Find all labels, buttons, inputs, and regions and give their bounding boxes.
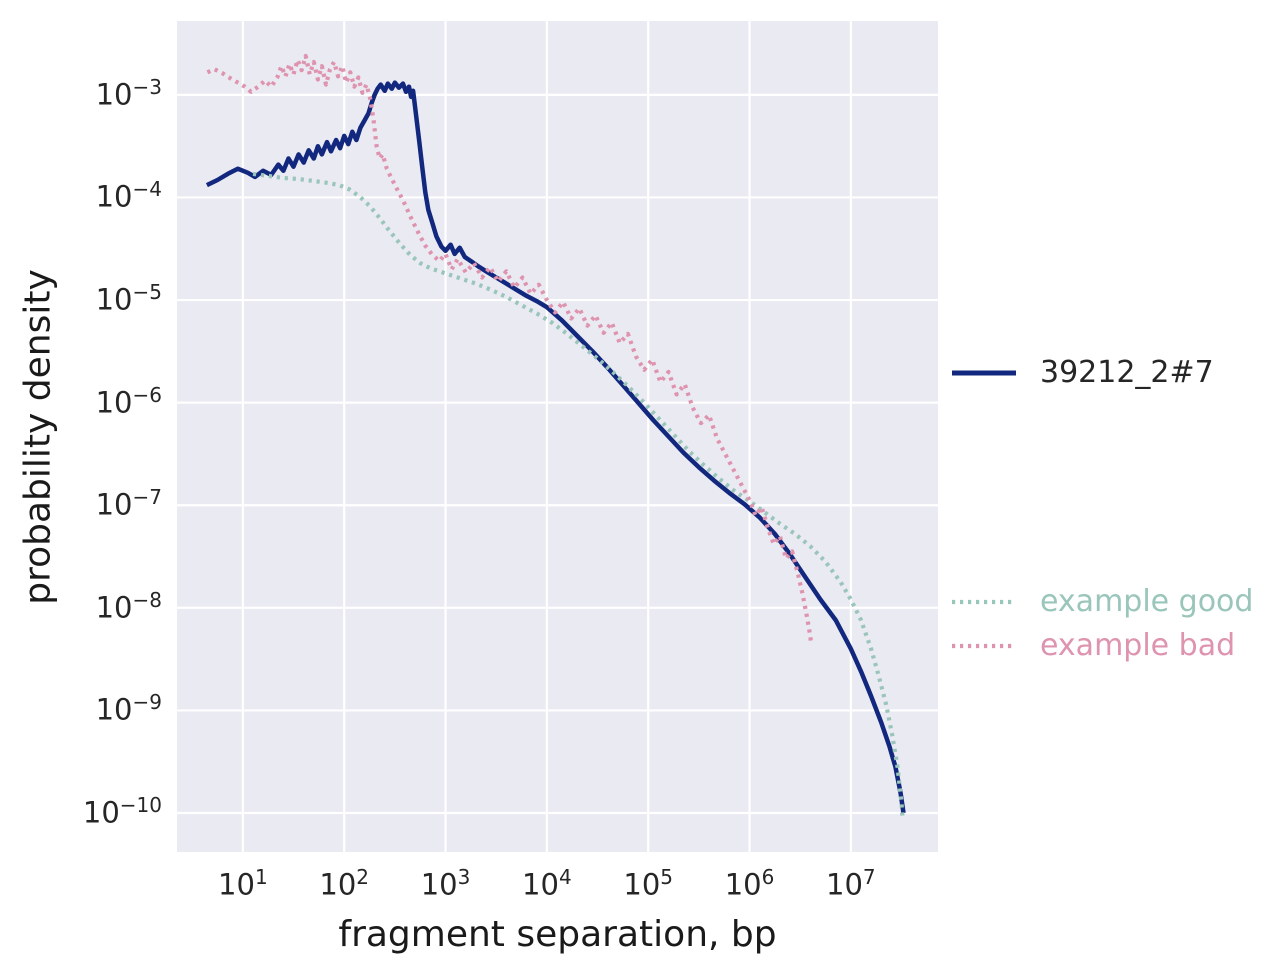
x-tick-label: 105: [623, 865, 674, 902]
legend-entry-example-good: example good: [950, 580, 1253, 624]
y-tick-label: 10−7: [95, 485, 162, 522]
legend-label-sample: 39212_2#7: [1040, 355, 1214, 390]
y-tick-label: 10−3: [95, 74, 162, 112]
legend-line-solid-icon: [952, 370, 1016, 376]
x-tick-label: 107: [826, 865, 876, 902]
y-tick-label: 10−6: [95, 382, 162, 420]
x-tick-label: 101: [218, 865, 268, 902]
y-axis-label: probability density: [17, 269, 59, 605]
legend-entry-example-bad: example bad: [950, 624, 1253, 668]
y-tick-label: 10−9: [95, 690, 162, 728]
x-tick-label: 106: [724, 865, 775, 902]
legend-entry-sample: 39212_2#7: [950, 351, 1214, 395]
y-tick-label: 10−4: [95, 177, 162, 215]
legend-label-example-bad: example bad: [1040, 628, 1236, 663]
series-line-1: [252, 171, 905, 819]
legend-label-example-good: example good: [1040, 584, 1254, 619]
x-axis-label: fragment separation, bp: [338, 914, 777, 955]
legend-line-dotted-bad-icon: [952, 643, 1016, 649]
y-tick-label: 10−10: [82, 793, 162, 830]
legend-line-dotted-good-icon: [952, 599, 1016, 605]
plot-area: [177, 21, 938, 852]
series-line-2: [206, 53, 814, 645]
x-tick-label: 104: [522, 865, 572, 902]
x-tick-label: 103: [420, 865, 471, 902]
legend-main: 39212_2#7: [950, 351, 1214, 395]
x-tick-label: 102: [319, 865, 370, 902]
y-tick-label: 10−8: [95, 587, 162, 625]
legend-examples: example good example bad: [950, 580, 1253, 668]
series-line-0: [205, 80, 906, 814]
y-tick-label: 10−5: [95, 280, 162, 317]
chart-canvas: [177, 21, 938, 852]
